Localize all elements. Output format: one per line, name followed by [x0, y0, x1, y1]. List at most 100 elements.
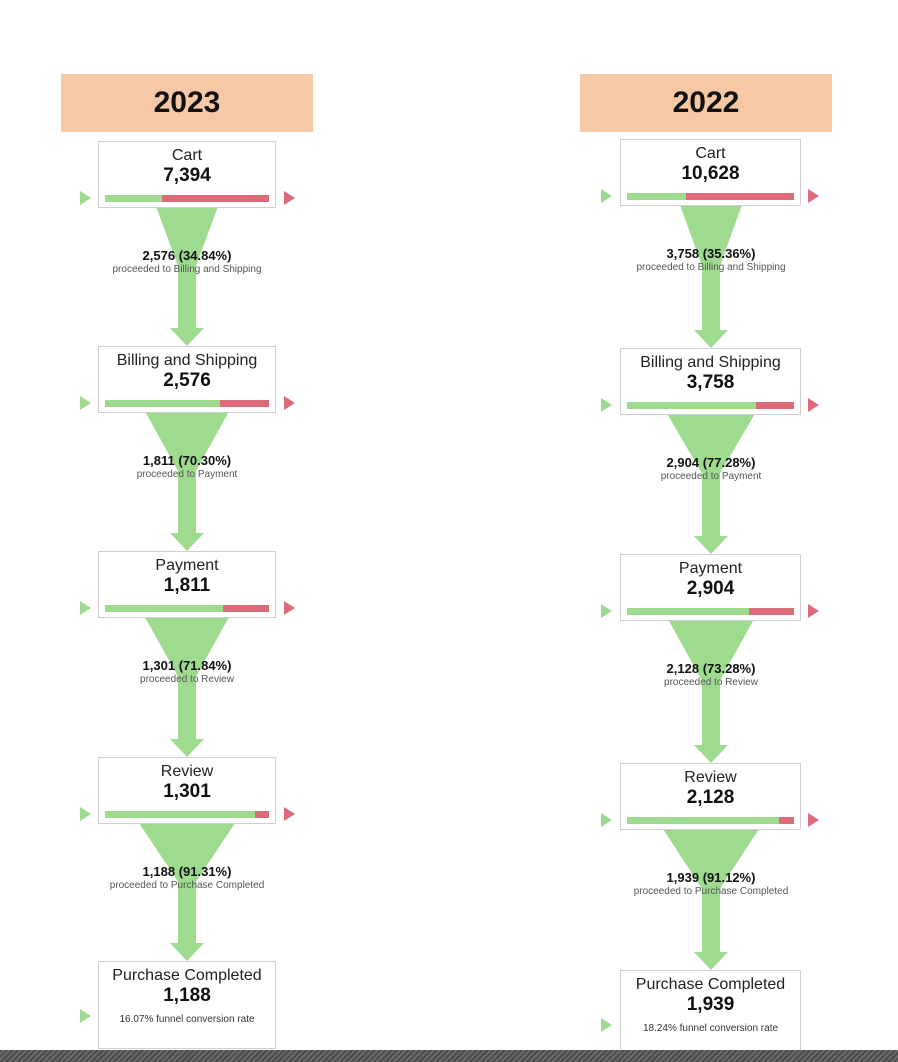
proceed-ratio-bar [105, 400, 269, 407]
transition-label: 2,576 (34.84%) proceeded to Billing and S… [67, 248, 307, 276]
transition-description: proceeded to Review [664, 677, 758, 688]
stage-value: 7,394 [163, 165, 211, 186]
funnel-flow-shape [667, 415, 755, 554]
stage-box[interactable]: Review 2,128 [620, 763, 801, 830]
stage-box[interactable]: Cart 7,394 [98, 141, 276, 208]
proceed-ratio-fill [105, 400, 221, 407]
play-triangle-red-icon[interactable] [808, 189, 819, 203]
proceed-ratio-bar [627, 817, 794, 824]
stage-name: Review [684, 769, 737, 786]
stage-box[interactable]: Review 1,301 [98, 757, 276, 824]
transition-label: 3,758 (35.36%) proceeded to Billing and S… [591, 246, 831, 274]
stage-box[interactable]: Cart 10,628 [620, 139, 801, 206]
transition-label: 1,188 (91.31%) proceeded to Purchase Comp… [67, 864, 307, 892]
transition-count: 2,128 (73.28%) [666, 661, 756, 676]
play-triangle-green-icon[interactable] [601, 813, 612, 827]
funnel-flow-shape [663, 830, 759, 970]
transition-label: 2,128 (73.28%) proceeded to Review [591, 661, 831, 689]
stage-box[interactable]: Payment 2,904 [620, 554, 801, 621]
transition-count: 1,939 (91.12%) [666, 870, 756, 885]
stage-name: Payment [155, 557, 219, 574]
play-triangle-green-icon[interactable] [601, 1018, 612, 1032]
transition-description: proceeded to Payment [660, 471, 762, 482]
play-triangle-green-icon[interactable] [601, 189, 612, 203]
stage-box[interactable]: Purchase Completed 1,939 18.24% funnel con… [620, 970, 801, 1052]
funnel-down-arrow-icon [139, 824, 235, 961]
stage-name: Billing and Shipping [640, 354, 781, 371]
play-triangle-red-icon[interactable] [284, 601, 295, 615]
play-triangle-green-icon[interactable] [601, 398, 612, 412]
funnel-flow-shape [669, 621, 753, 763]
funnel-down-arrow-icon [680, 206, 742, 348]
transition-label: 1,939 (91.12%) proceeded to Purchase Comp… [591, 870, 831, 898]
stage-value: 2,576 [163, 370, 211, 391]
play-triangle-green-icon[interactable] [80, 396, 91, 410]
proceed-ratio-fill [105, 811, 255, 818]
funnel-down-arrow-icon [663, 830, 759, 970]
transition-count: 1,188 (91.31%) [142, 864, 232, 879]
stage-box[interactable]: Purchase Completed 1,188 16.07% funnel con… [98, 961, 276, 1049]
funnel-down-arrow-icon [156, 208, 218, 346]
stage-value: 10,628 [681, 163, 740, 184]
play-triangle-green-icon[interactable] [601, 604, 612, 618]
stage-value: 1,188 [163, 985, 211, 1006]
funnel-down-arrow-icon [667, 415, 755, 554]
play-triangle-green-icon[interactable] [80, 807, 91, 821]
transition-count: 1,301 (71.84%) [142, 658, 232, 673]
funnel-down-arrow-icon [145, 618, 229, 757]
proceed-ratio-fill [627, 193, 687, 200]
stage-value: 1,301 [163, 781, 211, 802]
play-triangle-red-icon[interactable] [284, 191, 295, 205]
year-header: 2023 [61, 74, 313, 132]
transition-description: proceeded to Review [140, 674, 234, 685]
transition-label: 1,811 (70.30%) proceeded to Payment [67, 453, 307, 481]
window-bottom-edge [0, 1050, 898, 1062]
stage-box[interactable]: Payment 1,811 [98, 551, 276, 618]
funnel-conversion-rate: 16.07% funnel conversion rate [119, 1014, 255, 1025]
funnel-flow-shape [156, 208, 218, 346]
proceed-ratio-bar [105, 195, 269, 202]
proceed-ratio-bar [627, 402, 794, 409]
proceed-ratio-fill [627, 817, 780, 824]
year-header: 2022 [580, 74, 832, 132]
play-triangle-red-icon[interactable] [284, 807, 295, 821]
stage-value: 1,811 [163, 575, 211, 596]
proceed-ratio-bar [105, 811, 269, 818]
funnel-flow-shape [680, 206, 742, 348]
play-triangle-red-icon[interactable] [808, 398, 819, 412]
stage-value: 2,128 [686, 787, 735, 808]
transition-description: proceeded to Payment [136, 469, 238, 480]
play-triangle-red-icon[interactable] [808, 604, 819, 618]
transition-label: 2,904 (77.28%) proceeded to Payment [591, 455, 831, 483]
transition-description: proceeded to Purchase Completed [109, 880, 265, 891]
transition-description: proceeded to Billing and Shipping [636, 262, 786, 273]
stage-name: Review [160, 763, 214, 780]
proceed-ratio-fill [105, 605, 223, 612]
play-triangle-green-icon[interactable] [80, 191, 91, 205]
play-triangle-green-icon[interactable] [80, 601, 91, 615]
play-triangle-red-icon[interactable] [284, 396, 295, 410]
funnel-down-arrow-icon [145, 413, 229, 551]
proceed-ratio-fill [105, 195, 163, 202]
proceed-ratio-bar [627, 608, 794, 615]
proceed-ratio-fill [627, 608, 750, 615]
stage-box[interactable]: Billing and Shipping 3,758 [620, 348, 801, 415]
play-triangle-green-icon[interactable] [80, 1009, 91, 1023]
stage-value: 1,939 [686, 994, 735, 1015]
stage-box[interactable]: Billing and Shipping 2,576 [98, 346, 276, 413]
proceed-ratio-bar [105, 605, 269, 612]
funnel-conversion-rate: 18.24% funnel conversion rate [642, 1023, 779, 1034]
stage-name: Payment [678, 560, 743, 577]
funnel-flow-shape [145, 413, 229, 551]
play-triangle-red-icon[interactable] [808, 813, 819, 827]
stage-value: 3,758 [686, 372, 735, 393]
transition-count: 2,576 (34.84%) [142, 248, 232, 263]
transition-description: proceeded to Billing and Shipping [112, 264, 262, 275]
stage-value: 2,904 [686, 578, 735, 599]
funnel-down-arrow-icon [669, 621, 753, 763]
transition-label: 1,301 (71.84%) proceeded to Review [67, 658, 307, 686]
stage-name: Billing and Shipping [116, 352, 258, 369]
transition-description: proceeded to Purchase Completed [633, 886, 789, 897]
